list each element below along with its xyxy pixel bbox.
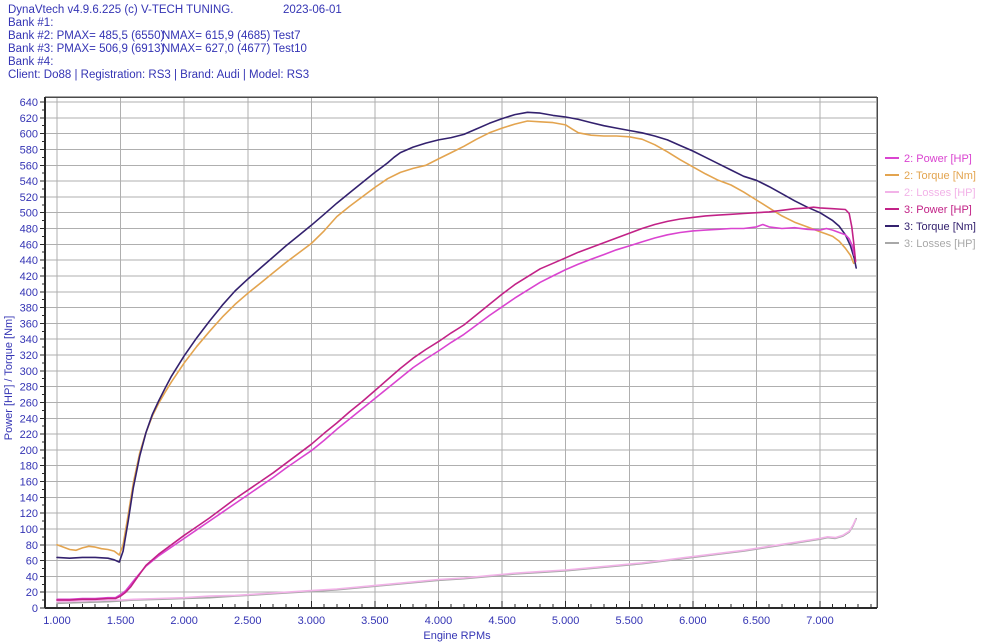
y-tick-label: 0 bbox=[32, 603, 38, 615]
bank2-pmax: Bank #2: PMAX= 485,5 (6550) bbox=[8, 30, 165, 42]
y-tick-label: 440 bbox=[20, 255, 38, 267]
legend-label: 3: Power [HP] bbox=[904, 204, 972, 216]
y-tick-label: 580 bbox=[20, 144, 38, 156]
series-curve-2-losses-hp- bbox=[56, 518, 857, 603]
y-tick-label: 40 bbox=[26, 571, 38, 583]
x-tick-label: 1.000 bbox=[43, 615, 71, 627]
y-axis-title: Power [HP] / Torque [Nm] bbox=[3, 316, 15, 441]
y-tick-label: 400 bbox=[20, 287, 38, 299]
y-tick-label: 280 bbox=[20, 382, 38, 394]
y-tick-label: 360 bbox=[20, 318, 38, 330]
bank3-nmax: NMAX= 627,0 (4677) bbox=[162, 43, 271, 55]
legend-label: 2: Torque [Nm] bbox=[904, 170, 976, 182]
y-tick-label: 460 bbox=[20, 239, 38, 251]
plot-area bbox=[45, 97, 877, 608]
y-tick-label: 120 bbox=[20, 508, 38, 520]
y-tick-label: 500 bbox=[20, 208, 38, 220]
y-tick-label: 240 bbox=[20, 413, 38, 425]
bank4-row: Bank #4: bbox=[8, 56, 54, 68]
x-tick-label: 4.000 bbox=[425, 615, 453, 627]
y-tick-label: 320 bbox=[20, 350, 38, 362]
series-curve-2-torque-nm- bbox=[56, 120, 855, 556]
bank1-row: Bank #1: bbox=[8, 17, 54, 29]
y-tick-label: 140 bbox=[20, 492, 38, 504]
y-tick-label: 560 bbox=[20, 160, 38, 172]
series-curve-3-power-hp- bbox=[56, 206, 857, 601]
x-tick-label: 5.500 bbox=[615, 615, 643, 627]
series-curve-2-power-hp- bbox=[56, 223, 856, 601]
legend-label: 2: Losses [HP] bbox=[904, 187, 976, 199]
x-tick-label: 7.000 bbox=[806, 615, 834, 627]
y-tick-label: 160 bbox=[20, 477, 38, 489]
y-tick-label: 20 bbox=[26, 587, 38, 599]
y-tick-label: 220 bbox=[20, 429, 38, 441]
y-tick-label: 540 bbox=[20, 176, 38, 188]
x-tick-label: 4.500 bbox=[488, 615, 516, 627]
bank3-pmax: Bank #3: PMAX= 506,9 (6913) bbox=[8, 43, 165, 55]
report-date: 2023-06-01 bbox=[283, 4, 342, 16]
x-tick-label: 3.500 bbox=[361, 615, 389, 627]
x-tick-label: 6.000 bbox=[679, 615, 707, 627]
legend-label: 2: Power [HP] bbox=[904, 153, 972, 165]
y-tick-label: 300 bbox=[20, 366, 38, 378]
x-tick-label: 2.000 bbox=[170, 615, 198, 627]
y-tick-label: 80 bbox=[26, 540, 38, 552]
x-axis-title: Engine RPMs bbox=[423, 630, 491, 642]
y-tick-label: 520 bbox=[20, 192, 38, 204]
bank2-nmax: NMAX= 615,9 (4685) bbox=[162, 30, 271, 42]
y-tick-label: 100 bbox=[20, 524, 38, 536]
x-tick-label: 5.000 bbox=[552, 615, 580, 627]
y-tick-label: 480 bbox=[20, 224, 38, 236]
x-tick-label: 1.500 bbox=[107, 615, 135, 627]
legend-label: 3: Losses [HP] bbox=[904, 238, 976, 250]
y-tick-label: 180 bbox=[20, 461, 38, 473]
y-tick-label: 380 bbox=[20, 303, 38, 315]
y-tick-label: 200 bbox=[20, 445, 38, 457]
x-tick-label: 2.500 bbox=[234, 615, 262, 627]
y-tick-label: 340 bbox=[20, 334, 38, 346]
x-tick-label: 3.000 bbox=[298, 615, 326, 627]
app-title: DynaVtech v4.9.6.225 (c) V-TECH TUNING. bbox=[8, 4, 234, 16]
y-tick-label: 60 bbox=[26, 556, 38, 568]
series-curve-3-torque-nm- bbox=[56, 111, 858, 563]
y-tick-label: 620 bbox=[20, 113, 38, 125]
y-tick-label: 640 bbox=[20, 97, 38, 109]
y-tick-label: 260 bbox=[20, 397, 38, 409]
x-tick-label: 6.500 bbox=[743, 615, 771, 627]
client-row: Client: Do88 | Registration: RS3 | Brand… bbox=[8, 69, 310, 81]
bank2-test: Test7 bbox=[273, 30, 301, 42]
legend-label: 3: Torque [Nm] bbox=[904, 221, 976, 233]
bank3-test: Test10 bbox=[273, 43, 307, 55]
y-tick-label: 420 bbox=[20, 271, 38, 283]
y-tick-label: 600 bbox=[20, 129, 38, 141]
